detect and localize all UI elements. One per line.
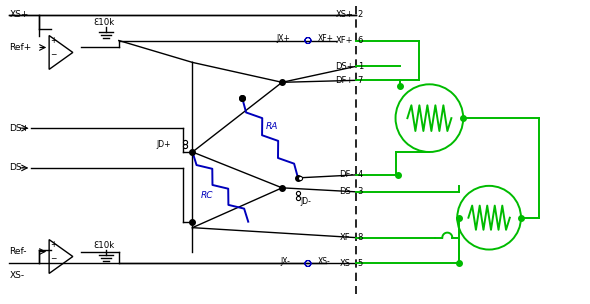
Text: 2: 2 bbox=[358, 10, 363, 19]
Text: 5: 5 bbox=[358, 259, 363, 268]
Text: 3: 3 bbox=[358, 187, 363, 196]
Text: DF+: DF+ bbox=[336, 76, 354, 85]
Text: 4: 4 bbox=[358, 171, 363, 179]
Text: 8: 8 bbox=[358, 233, 363, 242]
Text: 7: 7 bbox=[358, 76, 363, 85]
Text: 6: 6 bbox=[358, 36, 363, 45]
Text: −: − bbox=[50, 50, 56, 59]
Text: JD+: JD+ bbox=[156, 140, 171, 149]
Text: DS+: DS+ bbox=[9, 124, 30, 133]
Text: JX+: JX+ bbox=[276, 34, 290, 43]
Text: 1: 1 bbox=[358, 62, 363, 71]
Text: Ref-: Ref- bbox=[9, 247, 27, 256]
Text: DS+: DS+ bbox=[335, 62, 354, 71]
Text: ℇ10k: ℇ10k bbox=[93, 18, 114, 26]
Text: XF-: XF- bbox=[340, 233, 354, 242]
Text: XS+: XS+ bbox=[9, 10, 29, 19]
Text: Ref+: Ref+ bbox=[9, 43, 31, 52]
Text: DF-: DF- bbox=[339, 171, 354, 179]
Text: RA: RA bbox=[266, 122, 278, 131]
Text: XS-: XS- bbox=[9, 271, 24, 280]
Text: DS-: DS- bbox=[9, 164, 25, 172]
Text: DS-: DS- bbox=[339, 187, 354, 196]
Text: JD-: JD- bbox=[300, 197, 311, 206]
Text: +: + bbox=[50, 36, 56, 45]
Text: +: + bbox=[50, 240, 56, 249]
Text: XF+: XF+ bbox=[336, 36, 354, 45]
Text: XF+: XF+ bbox=[318, 34, 334, 43]
Text: ℇ10k: ℇ10k bbox=[93, 240, 114, 250]
Text: JX-: JX- bbox=[280, 257, 290, 266]
Text: XS-: XS- bbox=[340, 259, 354, 268]
Text: XS-: XS- bbox=[318, 257, 330, 266]
Text: RC: RC bbox=[201, 191, 213, 200]
Text: XS+: XS+ bbox=[336, 10, 354, 19]
Text: −: − bbox=[50, 254, 56, 263]
